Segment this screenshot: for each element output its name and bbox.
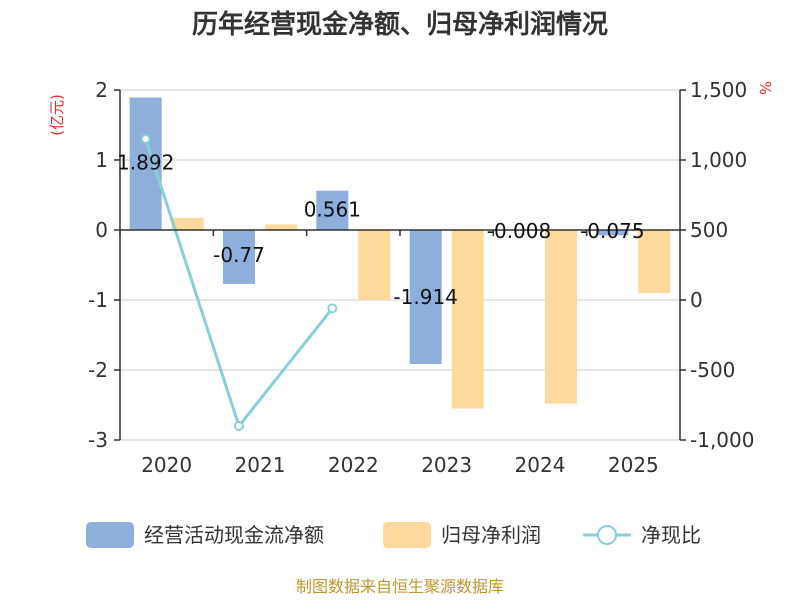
left-tick-label: -1 <box>88 288 108 312</box>
net-profit-bar <box>358 230 391 300</box>
net-profit-bar <box>265 224 297 230</box>
left-tick-label: 1 <box>95 148 108 172</box>
category-label: 2021 <box>235 453 286 477</box>
cashflow-bar <box>129 97 162 230</box>
category-label: 2024 <box>515 453 566 477</box>
right-axis-unit: % <box>756 81 774 95</box>
legend-swatch-cashflow <box>86 522 134 548</box>
legend-label-ratio: 净现比 <box>641 523 701 547</box>
left-tick-label: 0 <box>95 218 108 242</box>
source-note: 制图数据来自恒生聚源数据库 <box>296 577 504 596</box>
net-profit-bar <box>451 230 484 409</box>
legend-swatch-net-profit <box>383 522 431 548</box>
cashflow-bar <box>316 190 349 230</box>
cashflow-data-label: 1.892 <box>117 151 174 175</box>
cashflow-bar <box>596 230 629 236</box>
right-tick-label: 0 <box>690 288 703 312</box>
left-tick-label: 2 <box>95 78 108 102</box>
category-label: 2025 <box>608 453 659 477</box>
net-profit-bar <box>171 218 204 230</box>
ratio-point <box>234 421 244 431</box>
chart-title: 历年经营现金净额、归母净利润情况 <box>192 9 608 40</box>
right-tick-label: -500 <box>690 358 735 382</box>
right-tick-label: 500 <box>690 218 728 242</box>
left-axis-unit: (亿元) <box>48 94 66 136</box>
category-label: 2022 <box>328 453 379 477</box>
legend-marker-ratio <box>597 525 617 545</box>
legend: 经营活动现金流净额 归母净利润 净现比 <box>86 522 701 548</box>
ratio-line <box>140 134 338 431</box>
cashflow-data-label: -0.075 <box>580 219 644 243</box>
cashflow-data-label: 0.561 <box>304 198 361 222</box>
net-profit-bar <box>545 230 577 404</box>
cashflow-data-label: -0.77 <box>213 243 265 267</box>
gridlines <box>120 89 680 441</box>
axes: 2 1 0 -1 -2 -3 1,500 1,000 500 0 -500 -1,000 2020 202… <box>88 78 754 477</box>
left-tick-label: -2 <box>88 358 108 382</box>
legend-label-cashflow: 经营活动现金流净额 <box>144 523 324 547</box>
left-tick-label: -3 <box>88 428 108 452</box>
right-tick-label: 1,500 <box>690 78 747 102</box>
right-tick-label: 1,000 <box>690 148 747 172</box>
category-label: 2023 <box>421 453 472 477</box>
data-labels: 1.892 -0.77 0.561 -1.914 -0.008 -0.075 <box>117 151 645 309</box>
cashflow-data-label: -0.008 <box>487 219 551 243</box>
cashflow-bar <box>223 230 255 284</box>
legend-label-net-profit: 归母净利润 <box>441 523 541 547</box>
net-profit-bar <box>638 230 671 293</box>
cashflow-data-label: -1.914 <box>393 285 457 309</box>
category-label: 2020 <box>141 453 192 477</box>
ratio-point <box>140 134 151 144</box>
right-tick-label: -1,000 <box>690 428 754 452</box>
bars <box>129 97 671 409</box>
ratio-point <box>327 303 338 314</box>
cashflow-bar <box>409 230 442 364</box>
